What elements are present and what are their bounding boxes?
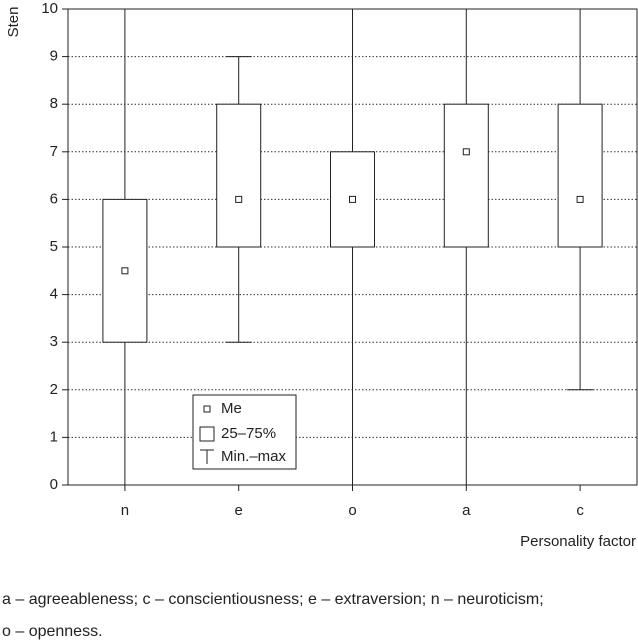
y-tick-label: 6 (50, 190, 58, 207)
y-tick-label: 5 (50, 238, 58, 255)
x-tick-label: e (235, 502, 243, 519)
legend-label: Me (221, 400, 242, 417)
x-tick-label: n (121, 502, 129, 519)
legend-box-icon (199, 426, 215, 442)
y-tick-label: 2 (50, 381, 58, 398)
y-tick-label: 3 (50, 333, 58, 350)
footnote: a – agreeableness; c – conscientiousness… (2, 591, 544, 608)
x-tick-label: c (576, 502, 584, 519)
y-tick-label: 4 (50, 286, 58, 303)
legend-label: 25–75% (221, 425, 276, 442)
x-tick-label: a (462, 502, 471, 519)
footnote: o – openness. (2, 623, 103, 640)
median-marker (462, 148, 470, 156)
y-tick-label: 9 (50, 48, 58, 65)
y-tick-label: 0 (50, 476, 58, 493)
legend-median-icon (203, 405, 211, 413)
legend-label: Min.–max (221, 448, 287, 465)
box (443, 103, 489, 248)
median-marker (576, 195, 584, 203)
box (557, 103, 603, 248)
median-marker (235, 195, 243, 203)
y-tick-label: 8 (50, 95, 58, 112)
box (216, 103, 262, 248)
x-tick-label: o (348, 502, 356, 519)
median-marker (121, 267, 129, 275)
y-axis-label: Sten (5, 7, 22, 38)
median-marker (349, 195, 356, 203)
y-tick-label: 10 (41, 0, 58, 17)
y-tick-label: 1 (50, 428, 58, 445)
y-tick-label: 7 (50, 143, 58, 160)
x-axis-label: Personality factor (520, 533, 636, 550)
